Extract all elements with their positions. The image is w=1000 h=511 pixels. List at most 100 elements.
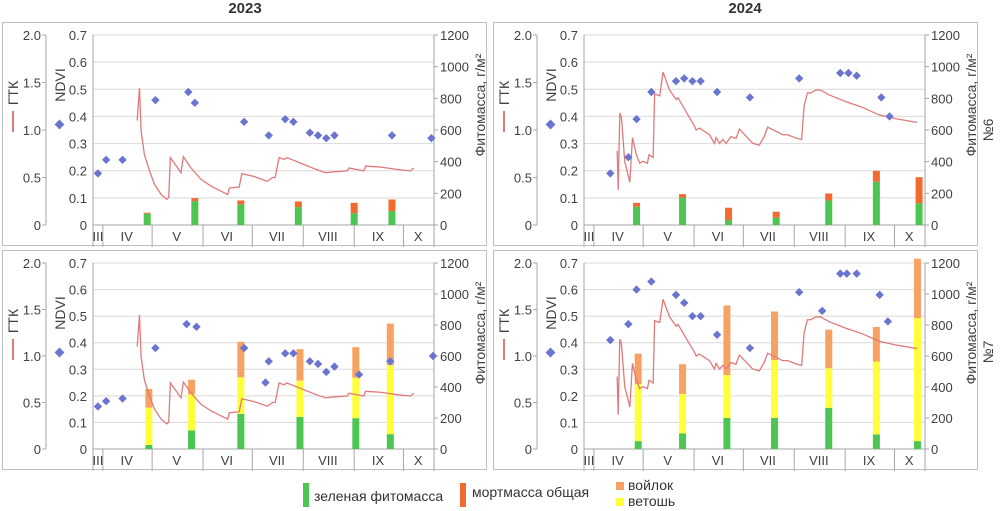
ndvi-point xyxy=(264,357,273,366)
gtk-legend-line-icon xyxy=(503,111,505,132)
phytomass-tick-label: 600 xyxy=(931,349,953,364)
ndvi-point xyxy=(289,349,298,358)
month-label: IV xyxy=(121,453,134,468)
ndvi-tick-label: 0 xyxy=(80,442,87,457)
ndvi-point xyxy=(239,117,249,127)
bar-segment-mort xyxy=(294,201,302,208)
ndvi-point xyxy=(836,269,845,278)
bar-segment-green xyxy=(679,433,687,449)
bar-segment-voilok xyxy=(913,258,921,319)
ndvi-point xyxy=(883,317,893,326)
ndvi-point xyxy=(647,277,656,286)
phytomass-tick-label: 0 xyxy=(931,442,938,457)
phytomass-tick-label: 0 xyxy=(440,442,447,457)
gtk-line xyxy=(616,71,918,190)
ndvi-point xyxy=(794,288,804,297)
ndvi-tick-label: 0.3 xyxy=(69,137,87,152)
ndvi-point xyxy=(428,351,438,361)
bar-segment-green xyxy=(872,434,880,449)
phytomass-tick-label: 1200 xyxy=(440,28,469,43)
gtk-tick-label: 1.0 xyxy=(23,349,41,364)
phytomass-tick-label: 400 xyxy=(931,155,953,170)
chart-svg: 0 0.1 0.2 0.3 0.4 0.5 0.6 0.7 0 0.5 1.0 1.5 2.0 0 200 4… xyxy=(514,28,960,247)
bar-segment-green xyxy=(634,441,642,449)
ndvi-point xyxy=(671,290,681,300)
bar-segment-green xyxy=(725,220,733,225)
bar-segment-green xyxy=(352,418,360,449)
ndvi-point xyxy=(330,362,339,371)
site-label-7: №7 xyxy=(980,340,996,364)
bar-segment-voilok xyxy=(634,353,642,385)
gtk-tick-label: 0.5 xyxy=(23,171,41,186)
month-label: VII xyxy=(269,229,285,244)
gtk-tick-label: 1.0 xyxy=(514,123,532,138)
ndvi-tick-label: 0.4 xyxy=(560,109,578,124)
gtk-tick-label: 2.0 xyxy=(23,256,41,271)
ndvi-point xyxy=(632,114,641,124)
ndvi-tick-label: 0.6 xyxy=(560,283,578,298)
bar-segment-mort xyxy=(725,207,733,221)
ndvi-tick-label: 0.3 xyxy=(560,362,578,377)
ndvi-point xyxy=(852,269,861,278)
month-label: V xyxy=(172,453,181,468)
ndvi-point xyxy=(696,76,705,86)
chart-2023-site6: 0 0.1 0.2 0.3 0.4 0.5 0.6 0.7 0 0.5 1.0 1.5 2.0 0 200 4… xyxy=(2,22,488,247)
month-label: V xyxy=(663,229,672,244)
month-label: X xyxy=(414,453,423,468)
phytomass-tick-label: 1000 xyxy=(440,60,469,75)
bar-segment-voilok xyxy=(872,327,880,362)
gtk-axis-label: ГТК xyxy=(496,308,512,334)
phytomass-tick-label: 600 xyxy=(931,123,953,138)
ndvi-tick-label: 0.7 xyxy=(69,256,87,271)
bar-segment-vetosh xyxy=(296,380,304,417)
legend-label-mort: мортмасса общая xyxy=(472,484,590,500)
gtk-line xyxy=(136,88,415,201)
gtk-tick-label: 0 xyxy=(525,442,532,457)
ndvi-tick-label: 0.1 xyxy=(560,191,578,206)
legend-label-voilok: войлок xyxy=(628,477,674,493)
ndvi-point xyxy=(386,357,395,366)
ndvi-point xyxy=(745,343,755,353)
ndvi-point xyxy=(264,131,273,140)
chart-2024-site6: 0 0.1 0.2 0.3 0.4 0.5 0.6 0.7 0 0.5 1.0 1.5 2.0 0 200 4… xyxy=(493,22,979,247)
ndvi-point xyxy=(239,343,249,353)
bar-segment-vetosh xyxy=(872,361,880,435)
ndvi-point xyxy=(151,343,160,353)
bar-segment-vetosh xyxy=(634,384,642,442)
bar-segment-green xyxy=(913,441,921,449)
bar-segment-green xyxy=(825,407,833,449)
legend-label-green: зеленая фитомасса xyxy=(314,488,444,504)
bar-segment-mort xyxy=(633,202,641,207)
month-label: IV xyxy=(612,229,625,244)
ndvi-tick-label: 0 xyxy=(80,218,87,233)
legend-swatch-voilok xyxy=(616,482,624,490)
phytomass-tick-label: 400 xyxy=(440,155,462,170)
ndvi-point xyxy=(192,322,201,331)
phytomass-tick-label: 200 xyxy=(931,186,953,201)
ndvi-point xyxy=(624,152,633,162)
ndvi-tick-label: 0.5 xyxy=(69,82,87,97)
ndvi-point xyxy=(101,155,111,165)
phytomass-tick-label: 200 xyxy=(931,411,953,426)
chart-2024-site7: 0 0.1 0.2 0.3 0.4 0.5 0.6 0.7 0 0.5 1.0 1.5 2.0 0 200 4… xyxy=(493,250,979,471)
chart-svg: 0 0.1 0.2 0.3 0.4 0.5 0.6 0.7 0 0.5 1.0 1.5 2.0 0 200 4… xyxy=(23,28,469,247)
ndvi-point xyxy=(184,87,193,97)
gtk-tick-label: 0 xyxy=(34,218,41,233)
gtk-tick-label: 1.5 xyxy=(23,76,41,91)
ndvi-point xyxy=(688,311,697,321)
phytomass-tick-label: 200 xyxy=(440,186,462,201)
ndvi-point xyxy=(712,87,722,97)
month-label: VI xyxy=(712,453,724,468)
month-label: X xyxy=(905,453,914,468)
ndvi-point xyxy=(93,169,103,178)
ndvi-point xyxy=(696,311,705,321)
month-label: III xyxy=(584,453,595,468)
gtk-tick-label: 2.0 xyxy=(514,28,532,43)
month-label: IX xyxy=(372,453,385,468)
bar-segment-voilok xyxy=(296,349,304,381)
bar-segment-green xyxy=(143,213,151,225)
bar-segment-vetosh xyxy=(825,368,833,408)
phytomass-tick-label: 400 xyxy=(931,380,953,395)
gtk-tick-label: 0.5 xyxy=(514,171,532,186)
bar-segment-mort xyxy=(237,200,245,205)
